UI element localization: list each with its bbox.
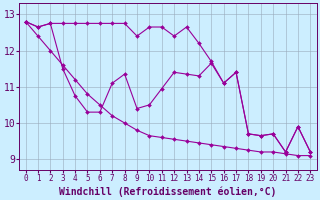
X-axis label: Windchill (Refroidissement éolien,°C): Windchill (Refroidissement éolien,°C) <box>59 186 277 197</box>
